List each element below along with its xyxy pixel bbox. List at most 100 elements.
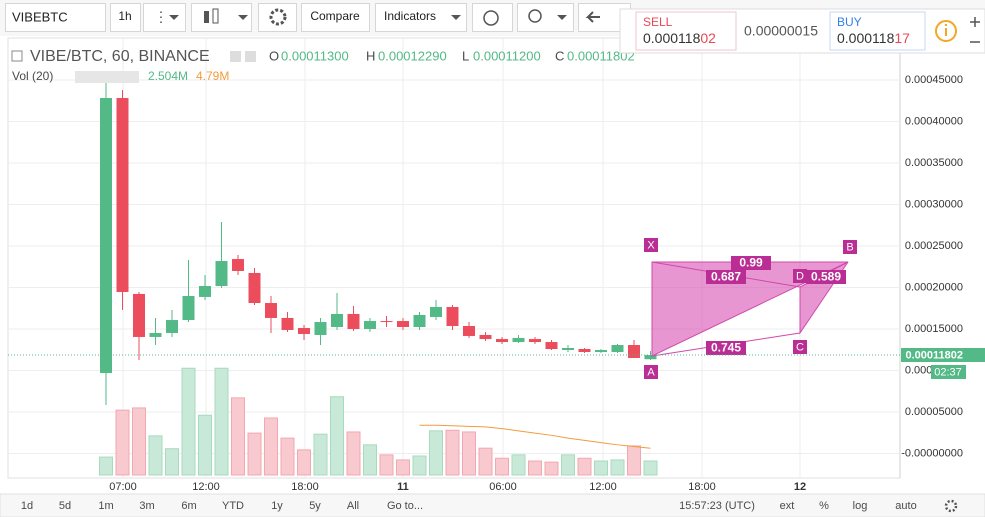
candle-body: [496, 339, 508, 343]
volume-bar: [610, 459, 625, 476]
legend-eye[interactable]: [230, 51, 241, 62]
candle-body: [364, 321, 376, 329]
clock: 15:57:23 (UTC): [679, 500, 755, 512]
scale-option[interactable]: auto: [895, 500, 916, 512]
candle-body: [479, 334, 492, 340]
collapse-icon[interactable]: [11, 50, 23, 62]
candle-body: [446, 307, 459, 327]
sell-price-tail: 02: [700, 30, 716, 46]
price-tick-label: 0.00040000: [905, 115, 963, 127]
volume-bar: [99, 456, 113, 476]
symbol-title: VIBE/BTC, 60, BINANCE: [30, 48, 210, 65]
scale-option[interactable]: ext: [780, 500, 795, 512]
vol-legend-icons[interactable]: [75, 71, 139, 83]
alarm-icon: [483, 10, 499, 26]
last-price-box: [901, 348, 985, 362]
settings-button[interactable]: [258, 3, 297, 32]
buy-price-tail: 17: [894, 30, 910, 46]
volume-bar: [165, 448, 179, 476]
countdown: 02:37: [934, 366, 962, 378]
info-icon[interactable]: [935, 20, 957, 42]
volume-bar: [412, 455, 427, 476]
time-tick-label: 06:00: [489, 481, 517, 493]
countdown-box: [931, 365, 966, 379]
volume-bar: [346, 431, 361, 476]
pattern-point-box: [644, 365, 658, 379]
volume-bar: [544, 461, 559, 476]
ratio-label: 0.99: [739, 256, 763, 270]
candle-body: [331, 313, 343, 328]
price-tick-label: -0.00000000: [901, 447, 963, 459]
goto-button[interactable]: Go to...: [387, 500, 423, 512]
range-button[interactable]: 1d: [21, 500, 33, 512]
vol-ma-value: 4.79M: [196, 69, 229, 83]
range-button[interactable]: YTD: [222, 500, 244, 512]
pattern-point-label: B: [846, 241, 853, 253]
range-button[interactable]: 6m: [181, 500, 196, 512]
c-value: 0.00011802: [567, 48, 635, 63]
range-button[interactable]: 5d: [59, 500, 71, 512]
time-tick-label: 18:00: [291, 481, 319, 493]
price-axis: 0.00045000 0.00040000 0.00035000 0.00030000…: [901, 74, 963, 460]
volume-bar: [313, 433, 328, 476]
ratio-label: 0.745: [711, 341, 741, 355]
dropdown-arrow: [169, 15, 179, 20]
legend-settings[interactable]: [245, 51, 256, 62]
indicators: Indicators: [384, 9, 436, 23]
dropdown-arrow: [557, 15, 567, 20]
dropdown-arrow: [238, 15, 248, 20]
pattern-point-label: X: [647, 239, 655, 251]
scale-option[interactable]: %: [819, 500, 829, 512]
time-tick-label: 18:00: [688, 481, 716, 493]
price-tick-label: 0.00035000: [905, 157, 963, 169]
candle-body: [281, 317, 294, 330]
interval-menu[interactable]: [143, 3, 186, 32]
scale-option[interactable]: log: [853, 500, 868, 512]
replay-button[interactable]: [517, 3, 574, 32]
volume-bar: [148, 435, 163, 476]
bottom-bar: [0, 493, 985, 517]
symbol-box[interactable]: [5, 3, 106, 32]
zoom-buttons[interactable]: [970, 17, 980, 43]
pattern-point-box: [793, 269, 807, 283]
indicators-button[interactable]: [375, 3, 467, 32]
buy-button[interactable]: [829, 11, 926, 51]
volume-bar: [264, 417, 278, 476]
symbol: VIBEBTC: [12, 9, 68, 24]
bottom-gear[interactable]: [944, 499, 958, 513]
candle-body: [380, 321, 393, 323]
candle-body: [347, 313, 360, 329]
time-tick-label: 12: [794, 481, 806, 493]
ratio-label: 0.687: [711, 270, 741, 284]
c-label: C: [555, 48, 564, 63]
volume-bar: [561, 454, 575, 476]
volume-bar: [379, 454, 394, 476]
volume-bar: [627, 445, 641, 476]
alert-button[interactable]: [472, 3, 513, 32]
range-button[interactable]: 3m: [139, 500, 154, 512]
candle-body: [611, 345, 624, 352]
spread: 0.00000015: [744, 23, 818, 39]
volume-bar: [231, 397, 245, 476]
bottom-controls: 1d 5d 1m 3m 6m YTD 1y 5y All Go to... 15:57:23 (UT…: [21, 500, 917, 512]
range-button[interactable]: All: [347, 500, 359, 512]
buy-label: BUY: [837, 15, 862, 29]
candle-body: [512, 337, 525, 343]
time-axis: 07:00 12:00 18:00 11 06:00 12:00 18:00 12: [109, 481, 806, 493]
volume-ma-line: [419, 424, 651, 449]
interval-button[interactable]: [110, 3, 141, 32]
sell-button[interactable]: [635, 11, 737, 51]
candle-body: [182, 295, 195, 321]
pattern-point-box: [843, 240, 857, 254]
bulb-icon: [528, 9, 542, 23]
o-value: 0.00011300: [281, 48, 349, 63]
volume-bar: [445, 429, 460, 476]
range-button[interactable]: 1y: [271, 500, 283, 512]
ratio-label: 0.589: [811, 270, 841, 284]
last-price-label: 0.00011802: [905, 349, 963, 361]
candle-body: [215, 261, 228, 287]
compare-button[interactable]: [301, 3, 370, 32]
range-button[interactable]: 5y: [309, 500, 321, 512]
range-button[interactable]: 1m: [98, 500, 113, 512]
